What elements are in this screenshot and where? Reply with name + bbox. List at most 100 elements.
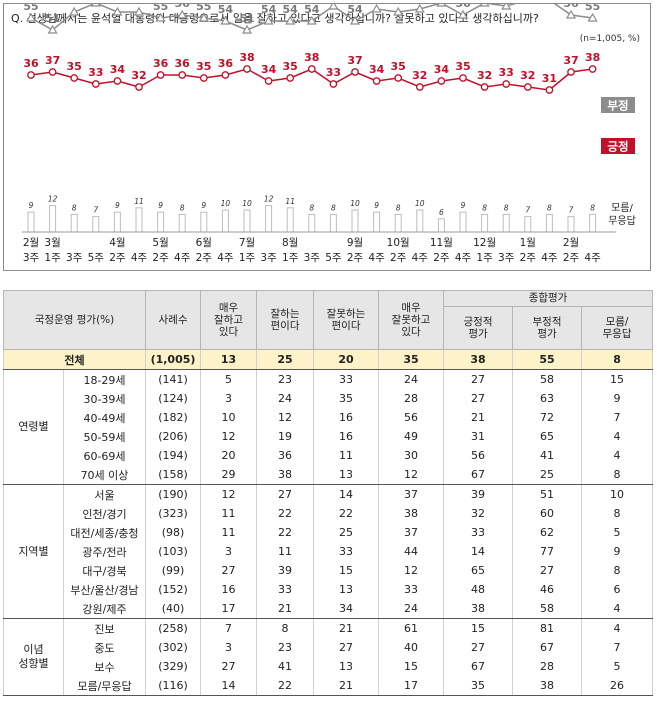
dontknow-bar — [545, 213, 553, 233]
dontknow-value-label: 8 — [180, 203, 185, 212]
dontknow-bar — [329, 213, 337, 233]
header-positive: 긍정적 평가 — [443, 305, 513, 351]
negative-value-label: 57 — [110, 4, 125, 7]
table-row: 대전/세종/충청 (98) 11 22 25 37 33 62 5 — [4, 523, 654, 542]
positive-point — [286, 74, 295, 82]
positive-point — [502, 80, 511, 88]
negative-point — [69, 6, 80, 16]
row-value: 51 — [512, 484, 582, 504]
x-week-label: 4주 — [368, 252, 385, 264]
row-value: 9 — [580, 542, 654, 561]
row-value: 14 — [313, 484, 379, 504]
row-value: 33 — [378, 580, 444, 599]
row-value: 60 — [512, 504, 582, 523]
x-week-label: 5주 — [88, 252, 105, 264]
row-value: 55 — [512, 349, 582, 370]
row-sample: (99) — [145, 561, 201, 580]
dontknow-value-label: 8 — [309, 203, 314, 212]
row-label: 40-49세 — [63, 408, 146, 427]
row-value: 22 — [256, 504, 314, 523]
row-value: 67 — [443, 465, 513, 485]
group-label: 연령별 — [3, 369, 64, 485]
negative-value-label: 55 — [585, 4, 600, 13]
total-row: 전체 (1,005) 13 25 20 35 38 55 8 — [3, 349, 654, 370]
row-value: 35 — [443, 676, 513, 696]
x-month-label: 3월 — [44, 237, 60, 249]
x-week-label: 2주 — [563, 252, 580, 264]
negative-point — [220, 15, 231, 25]
positive-point — [480, 83, 489, 91]
row-value: 10 — [580, 484, 654, 504]
trend-chart-panel: Q. 선생님께서는 윤석열 대통령이 대통령으로서 일을 잘하고 있다고 생각하… — [3, 3, 651, 271]
x-week-label: 4주 — [217, 252, 234, 264]
dontknow-bar — [373, 211, 381, 233]
table-body: 전체 (1,005) 13 25 20 35 38 55 8 연령별 18-29세 (141) 5 23 3… — [3, 349, 654, 696]
positive-value-label: 35 — [67, 60, 82, 73]
row-value: 11 — [256, 542, 314, 561]
positive-point — [523, 83, 532, 91]
dontknow-value-label: 9 — [115, 201, 120, 210]
row-value: 41 — [256, 657, 314, 676]
row-value: 27 — [443, 638, 513, 657]
row-value: 24 — [256, 389, 314, 408]
x-week-label: 3주 — [498, 252, 515, 264]
header-negative: 부정적 평가 — [512, 305, 582, 351]
row-sample: (182) — [145, 408, 201, 427]
row-value: 15 — [313, 561, 379, 580]
row-value: 46 — [512, 580, 582, 599]
negative-point — [501, 4, 512, 10]
dontknow-value-label: 8 — [331, 203, 336, 212]
negative-point — [414, 4, 425, 13]
negative-point — [241, 24, 253, 34]
dontknow-bar — [394, 213, 402, 233]
positive-point — [70, 74, 79, 82]
dontknow-value-label: 10 — [350, 199, 360, 208]
dontknow-bar — [27, 211, 35, 233]
row-value: 22 — [313, 504, 379, 523]
dontknow-bar — [113, 211, 121, 233]
positive-point — [372, 77, 381, 85]
header-category: 국정운영 평가(%) — [3, 290, 146, 350]
positive-value-label: 32 — [520, 69, 535, 82]
positive-value-label: 31 — [542, 72, 557, 85]
legend-dontknow-label: 무응답 — [608, 215, 636, 227]
dontknow-value-label: 8 — [547, 203, 552, 212]
row-label: 중도 — [63, 638, 146, 657]
dontknow-value-label: 10 — [415, 199, 425, 208]
row-value: 16 — [313, 427, 379, 446]
positive-point — [156, 71, 165, 79]
dontknow-value-label: 12 — [48, 195, 58, 204]
row-value: 15 — [580, 369, 654, 389]
dontknow-bar — [49, 205, 57, 233]
x-week-label: 2주 — [152, 252, 169, 264]
legend-positive-box — [601, 138, 635, 154]
row-label: 광주/전라 — [63, 542, 146, 561]
row-value: 21 — [313, 618, 379, 638]
row-value: 15 — [378, 657, 444, 676]
x-week-label: 2주 — [196, 252, 213, 264]
survey-table: 국정운영 평가(%) 사례수 매우 잘하고 있다 잘하는 편이다 잘못하는 편이다 매우 잘못하고 있… — [3, 290, 654, 696]
negative-point — [587, 12, 598, 22]
negative-value-label: 54 — [218, 4, 234, 16]
row-value: 28 — [378, 389, 444, 408]
dontknow-bar — [416, 209, 424, 233]
row-value: 67 — [443, 657, 513, 676]
table-row: 연령별 18-29세 (141) 5 23 33 24 27 58 15 — [3, 369, 654, 485]
x-week-label: 4주 — [174, 252, 191, 264]
row-value: 3 — [200, 542, 257, 561]
row-value: 81 — [512, 618, 582, 638]
row-value: 12 — [378, 561, 444, 580]
row-value: 17 — [200, 599, 257, 619]
positive-point — [394, 74, 403, 82]
row-value: 4 — [580, 618, 654, 638]
positive-value-label: 34 — [261, 63, 277, 76]
x-month-label: 2월 — [23, 237, 39, 249]
row-value: 49 — [378, 427, 444, 446]
table-row: 50-59세 (206) 12 19 16 49 31 65 4 — [4, 427, 654, 446]
negative-point — [133, 6, 145, 16]
row-value: 33 — [443, 523, 513, 542]
row-value: 23 — [256, 638, 314, 657]
row-value: 7 — [580, 408, 654, 427]
row-value: 35 — [378, 349, 444, 370]
table-row: 30-39세 (124) 3 24 35 28 27 63 9 — [4, 389, 654, 408]
